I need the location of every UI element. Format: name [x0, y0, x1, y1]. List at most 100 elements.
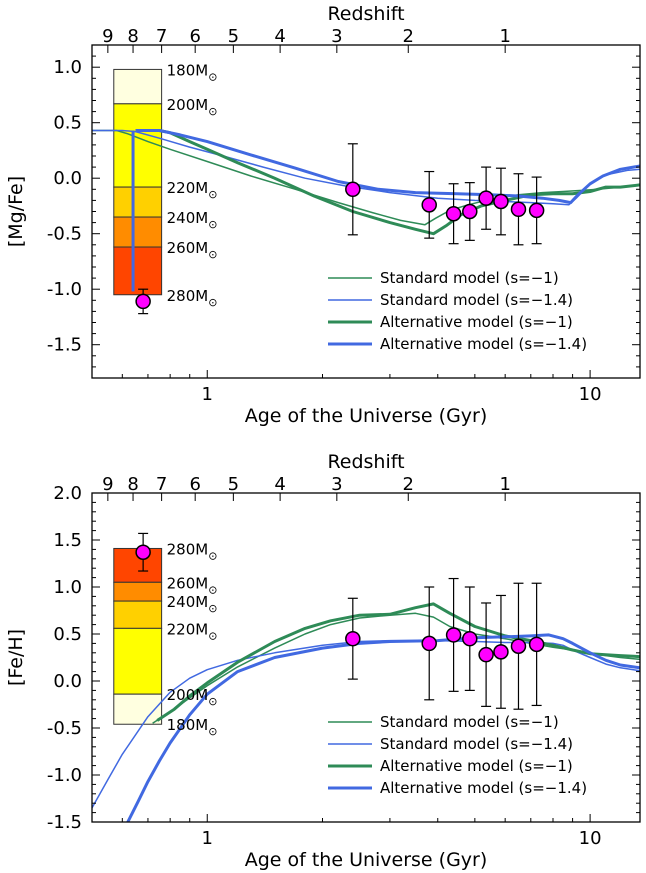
feh-axes-frame [91, 492, 641, 823]
data-point-5 [478, 166, 494, 230]
redshift-tick-label: 4 [274, 26, 285, 47]
data-marker [493, 193, 509, 210]
mass-bar-segment-1 [113, 581, 163, 602]
mass-bar-segment-2 [113, 186, 163, 218]
data-point-7 [510, 173, 527, 246]
top-axis-title: Redshift [327, 451, 404, 473]
data-marker [421, 197, 437, 213]
redshift-tick-label: 8 [127, 474, 138, 495]
redshift-tick-label: 7 [156, 26, 167, 47]
x-tick-label: 1 [202, 828, 213, 849]
data-marker [462, 203, 478, 220]
redshift-tick-label: 3 [331, 474, 342, 495]
redshift-tick-label: 5 [228, 26, 239, 47]
mass-label: 280M⊙ [167, 540, 218, 562]
mass-label: 260M⊙ [167, 239, 218, 261]
series-line-2 [135, 129, 640, 236]
feh-legend: Standard model (s=−1) Standard model (s=−… [328, 713, 587, 797]
data-marker [510, 201, 527, 218]
legend-entry: Alternative model (s=−1) [380, 757, 573, 775]
redshift-tick-label: 8 [127, 26, 138, 47]
y-tick-label: 0.5 [53, 113, 82, 134]
mgfe-legend: Standard model (s=−1) Standard model (s=−… [328, 269, 587, 353]
redshift-tick-label: 2 [403, 26, 414, 47]
legend-entry: Standard model (s=−1.4) [380, 291, 573, 309]
mass-label: 260M⊙ [167, 574, 218, 596]
redshift-tick-label: 1 [499, 474, 510, 495]
legend-entry: Alternative model (s=−1.4) [380, 335, 587, 353]
data-point-8 [528, 176, 545, 245]
legend-entry: Standard model (s=−1) [380, 713, 559, 731]
feh-plot-area [92, 532, 640, 822]
data-marker [345, 181, 361, 198]
redshift-tick-label: 4 [274, 474, 285, 495]
data-point-0 [135, 532, 151, 572]
x-axis-title: Age of the Universe (Gyr) [245, 849, 488, 871]
data-marker [478, 190, 494, 206]
mass-label: 240M⊙ [167, 209, 218, 231]
redshift-tick-label: 6 [189, 474, 200, 495]
y-tick-label: 2.0 [53, 483, 82, 504]
y-tick-label: -1.0 [47, 279, 82, 300]
y-tick-label: -1.5 [47, 812, 82, 833]
x-tick-label: 1 [202, 384, 213, 405]
legend-entry: Alternative model (s=−1.4) [380, 779, 587, 797]
y-axis-title: [Fe/H] [5, 629, 27, 686]
series-line-3 [135, 129, 640, 205]
data-point-6 [493, 594, 509, 709]
redshift-tick-label: 5 [228, 474, 239, 495]
data-point-3 [445, 577, 462, 692]
y-tick-label: 1.5 [53, 530, 82, 551]
mgfe-plot-area [92, 68, 640, 315]
mass-label: 280M⊙ [167, 287, 218, 309]
series-line-0 [152, 612, 640, 724]
mass-label: 200M⊙ [167, 686, 218, 708]
data-point-1 [345, 143, 361, 236]
mass-bar-segment-4 [113, 246, 163, 296]
data-marker [478, 646, 494, 663]
data-marker [528, 636, 545, 653]
mass-bar-segment-2 [113, 600, 163, 629]
data-marker [528, 202, 545, 219]
series-line-0 [92, 129, 640, 226]
mass-label: 240M⊙ [167, 593, 218, 615]
top-axis-title: Redshift [327, 3, 404, 25]
mass-label: 220M⊙ [167, 620, 218, 642]
data-marker [445, 627, 462, 643]
y-tick-label: -0.5 [47, 224, 82, 245]
y-tick-label: -1.5 [47, 335, 82, 356]
y-tick-label: -0.5 [47, 718, 82, 739]
legend-entry: Alternative model (s=−1) [380, 313, 573, 331]
data-marker [510, 638, 527, 654]
series-line-3 [126, 633, 640, 822]
x-tick-label: 10 [579, 828, 602, 849]
series-line-2 [156, 602, 640, 722]
y-tick-label: 0.0 [53, 671, 82, 692]
y-axis-title: [Mg/Fe] [5, 176, 27, 247]
redshift-tick-label: 3 [331, 26, 342, 47]
mass-bar-segment-4 [113, 693, 163, 725]
redshift-tick-label: 6 [189, 26, 200, 47]
redshift-tick-label: 9 [102, 474, 113, 495]
mass-bar-segment-0 [113, 68, 163, 105]
data-marker [135, 544, 151, 560]
data-point-4 [462, 182, 478, 241]
data-point-4 [462, 586, 478, 692]
data-marker [421, 635, 437, 652]
mgfe-panel: 180M⊙ 200M⊙ 220M⊙ 240M⊙ 260M⊙ 280M⊙ 1.0 0.5 0.0 -… [5, 3, 641, 427]
redshift-tick-label: 1 [499, 26, 510, 47]
y-tick-label: 0.5 [53, 624, 82, 645]
data-marker [345, 630, 361, 647]
mass-label: 220M⊙ [167, 179, 218, 201]
mass-bar-segment-1 [113, 103, 163, 188]
data-point-1 [345, 597, 361, 680]
mass-label: 180M⊙ [167, 61, 218, 83]
x-tick-label: 10 [579, 384, 602, 405]
feh-panel: 280M⊙ 260M⊙240M⊙ 220M⊙ 200M⊙ 180M⊙ 2.0 1.5 1.0 0… [5, 451, 641, 871]
redshift-tick-label: 9 [102, 26, 113, 47]
y-tick-label: 0.0 [53, 168, 82, 189]
x-axis-title: Age of the Universe (Gyr) [245, 405, 488, 427]
mass-bar-segment-3 [113, 216, 163, 248]
data-point-0 [135, 288, 151, 315]
